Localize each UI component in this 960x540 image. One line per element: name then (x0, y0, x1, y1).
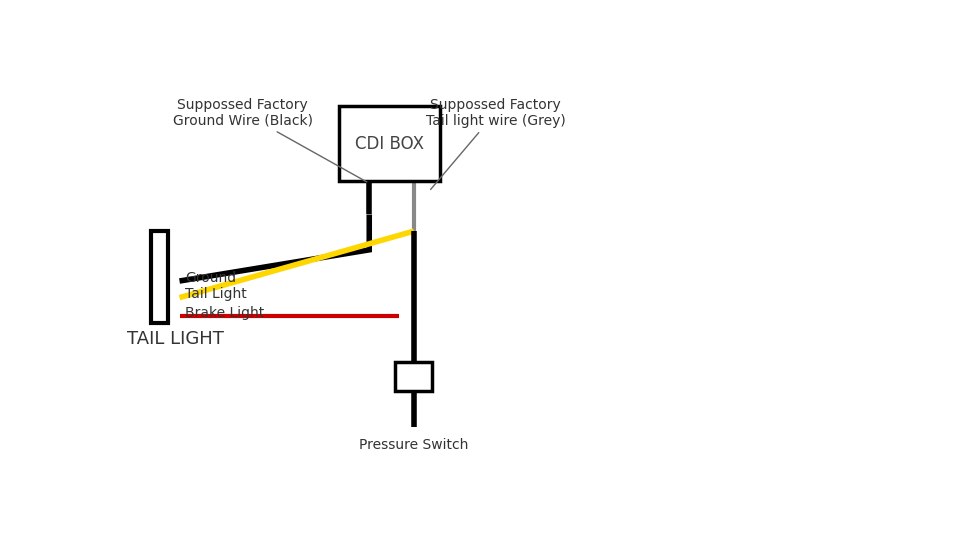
Text: Suppossed Factory
Tail light wire (Grey): Suppossed Factory Tail light wire (Grey) (426, 98, 565, 190)
Text: Ground: Ground (185, 271, 236, 285)
Text: Suppossed Factory
Ground Wire (Black): Suppossed Factory Ground Wire (Black) (173, 98, 367, 182)
Text: Tail Light: Tail Light (185, 287, 248, 301)
Text: Brake Light: Brake Light (185, 306, 265, 320)
Bar (152, 231, 168, 322)
Text: CDI BOX: CDI BOX (355, 135, 424, 153)
Bar (340, 106, 440, 181)
Bar (396, 362, 432, 391)
Text: Pressure Switch: Pressure Switch (359, 438, 468, 453)
Text: TAIL LIGHT: TAIL LIGHT (128, 330, 225, 348)
